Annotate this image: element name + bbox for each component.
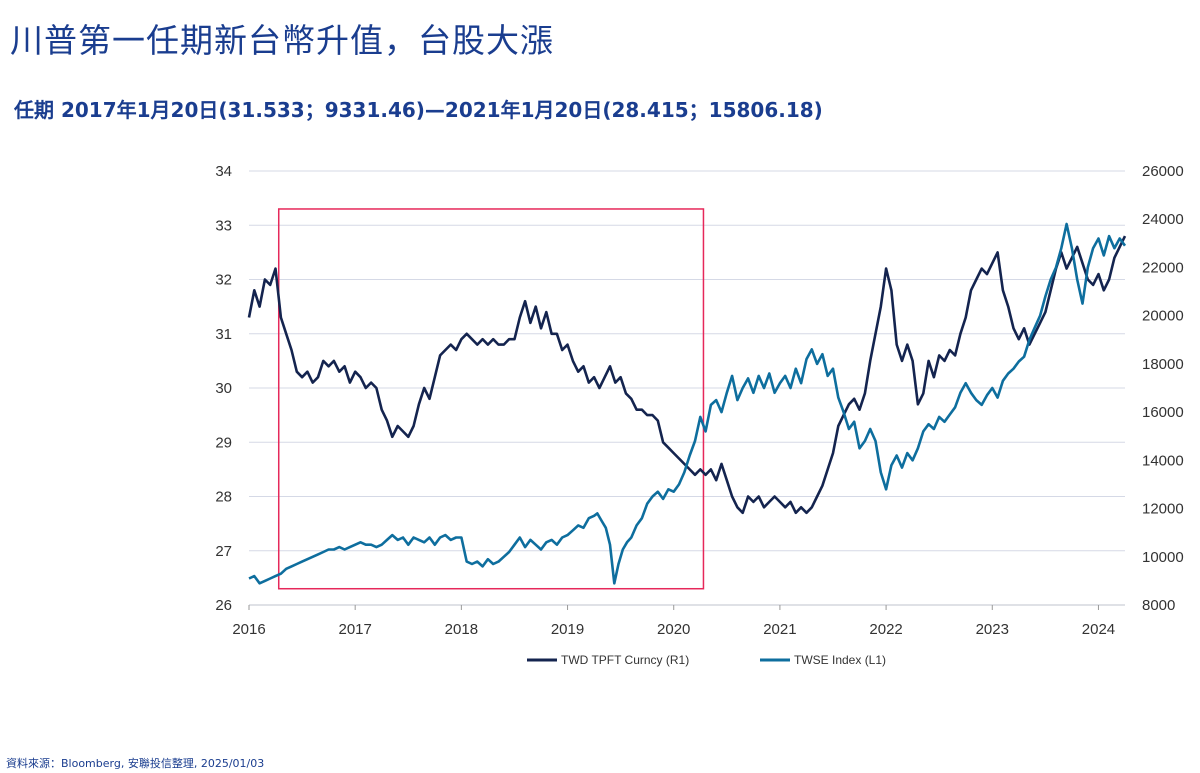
legend: TWD TPFT Curncy (R1) TWSE Index (L1) [527, 653, 886, 667]
right-tick-label: 18000 [1142, 356, 1184, 373]
left-tick-label: 28 [215, 489, 232, 506]
x-tick-label: 2018 [445, 621, 478, 638]
legend-label-2: TWSE Index (L1) [794, 653, 886, 667]
right-tick-label: 12000 [1142, 501, 1184, 518]
right-tick-label: 26000 [1142, 163, 1184, 180]
x-tick-label: 2016 [232, 621, 265, 638]
right-tick-label: 22000 [1142, 259, 1184, 276]
left-tick-label: 27 [215, 543, 232, 560]
legend-label-1: TWD TPFT Curncy (R1) [561, 653, 689, 667]
x-tick-label: 2023 [976, 621, 1009, 638]
left-tick-label: 32 [215, 272, 232, 289]
left-tick-label: 34 [215, 163, 232, 180]
source-note: 資料來源：Bloomberg, 安聯投信整理, 2025/01/03 [6, 757, 265, 770]
page-subtitle: 任期 2017年1月20日(31.533；9331.46)—2021年1月20日… [14, 98, 823, 122]
left-tick-label: 33 [215, 217, 232, 234]
left-tick-label: 31 [215, 326, 232, 343]
grid-lines [249, 170, 1125, 606]
left-tick-label: 26 [215, 597, 232, 614]
x-tick-label: 2024 [1082, 621, 1115, 638]
right-tick-label: 10000 [1142, 549, 1184, 566]
highlight-box-group [277, 208, 705, 590]
series-lines [247, 222, 1127, 585]
right-axis-ticks: 8000 10000 12000 14000 16000 18000 20000 22000 2… [1142, 163, 1184, 614]
x-axis-ticks: 2016 2017 2018 2019 2020 2021 2022 2023 2024 [232, 605, 1115, 638]
right-tick-label: 16000 [1142, 404, 1184, 421]
left-axis-ticks: 26 27 28 29 30 31 32 33 34 [215, 163, 232, 614]
right-tick-label: 8000 [1142, 597, 1175, 614]
x-tick-label: 2020 [657, 621, 690, 638]
x-tick-label: 2019 [551, 621, 584, 638]
right-tick-label: 20000 [1142, 308, 1184, 325]
series-line-1 [247, 235, 1127, 515]
right-tick-label: 14000 [1142, 452, 1184, 469]
highlight-box [277, 208, 705, 590]
x-tick-label: 2022 [869, 621, 902, 638]
series-line-2 [248, 222, 1127, 585]
x-tick-label: 2021 [763, 621, 796, 638]
right-tick-label: 24000 [1142, 211, 1184, 228]
left-tick-label: 30 [215, 380, 232, 397]
left-tick-label: 29 [215, 434, 232, 451]
x-tick-label: 2017 [338, 621, 371, 638]
page-title: 川普第一任期新台幣升值，台股大漲 [10, 21, 554, 60]
